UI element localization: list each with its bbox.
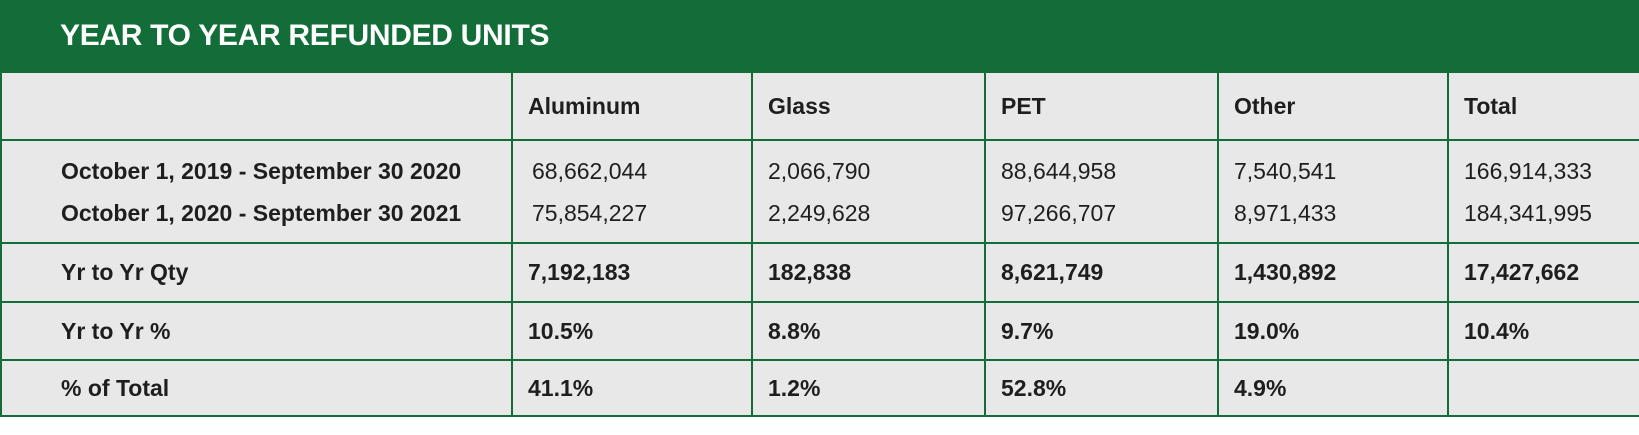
header-cell-glass: Glass xyxy=(751,71,986,141)
table-cell: 8,971,433 xyxy=(1234,199,1337,226)
title-bar: YEAR TO YEAR REFUNDED UNITS xyxy=(0,0,1639,71)
table-cell: 88,644,958 xyxy=(1001,157,1117,184)
table-cell: 8.8% xyxy=(751,301,986,361)
table-row: Yr to Yr % 10.5% 8.8% 9.7% 19.0% 10.4% xyxy=(0,301,1639,361)
table-cell: 2,066,790 xyxy=(768,157,871,184)
period-cell-total: 166,914,333 184,341,995 xyxy=(1447,139,1639,244)
table-row: Yr to Yr Qty 7,192,183 182,838 8,621,749… xyxy=(0,242,1639,303)
table-cell: 1,430,892 xyxy=(1217,242,1449,303)
refunded-units-table: Aluminum Glass PET Other Total October 1… xyxy=(0,71,1639,417)
table-cell: 19.0% xyxy=(1217,301,1449,361)
period-labels: October 1, 2019 - September 30 2020 Octo… xyxy=(0,139,513,244)
table-cell: 182,838 xyxy=(751,242,986,303)
table-cell: 68,662,044 xyxy=(532,157,648,184)
table-cell: 75,854,227 xyxy=(532,199,648,226)
row-label: Yr to Yr % xyxy=(0,301,513,361)
period-label: October 1, 2020 - September 30 2021 xyxy=(61,199,462,226)
table-cell: 97,266,707 xyxy=(1001,199,1117,226)
header-cell-total: Total xyxy=(1447,71,1639,141)
table-cell: 17,427,662 xyxy=(1447,242,1639,303)
period-rows: October 1, 2019 - September 30 2020 Octo… xyxy=(0,139,1639,244)
table-cell: 41.1% xyxy=(511,359,753,417)
table-cell: 8,621,749 xyxy=(984,242,1219,303)
table-cell: 166,914,333 xyxy=(1464,157,1592,184)
table-cell xyxy=(1447,359,1639,417)
table-cell: 9.7% xyxy=(984,301,1219,361)
table-cell: 10.4% xyxy=(1447,301,1639,361)
table-title: YEAR TO YEAR REFUNDED UNITS xyxy=(60,19,550,52)
table-cell: 10.5% xyxy=(511,301,753,361)
period-cell-pet: 88,644,958 97,266,707 xyxy=(984,139,1219,244)
table-cell: 184,341,995 xyxy=(1464,199,1592,226)
header-cell-other: Other xyxy=(1217,71,1449,141)
period-cell-other: 7,540,541 8,971,433 xyxy=(1217,139,1449,244)
period-cell-glass: 2,066,790 2,249,628 xyxy=(751,139,986,244)
period-cell-aluminum: 68,662,044 75,854,227 xyxy=(511,139,753,244)
table-row: % of Total 41.1% 1.2% 52.8% 4.9% xyxy=(0,359,1639,417)
table-cell: 1.2% xyxy=(751,359,986,417)
row-label: Yr to Yr Qty xyxy=(0,242,513,303)
header-cell-aluminum: Aluminum xyxy=(511,71,753,141)
header-cell-pet: PET xyxy=(984,71,1219,141)
table-cell: 2,249,628 xyxy=(768,199,871,226)
row-label: % of Total xyxy=(0,359,513,417)
table-cell: 7,192,183 xyxy=(511,242,753,303)
header-cell-blank xyxy=(0,71,513,141)
period-label: October 1, 2019 - September 30 2020 xyxy=(61,157,462,184)
table-cell: 7,540,541 xyxy=(1234,157,1337,184)
table-cell: 52.8% xyxy=(984,359,1219,417)
table-cell: 4.9% xyxy=(1217,359,1449,417)
header-row: Aluminum Glass PET Other Total xyxy=(0,71,1639,141)
